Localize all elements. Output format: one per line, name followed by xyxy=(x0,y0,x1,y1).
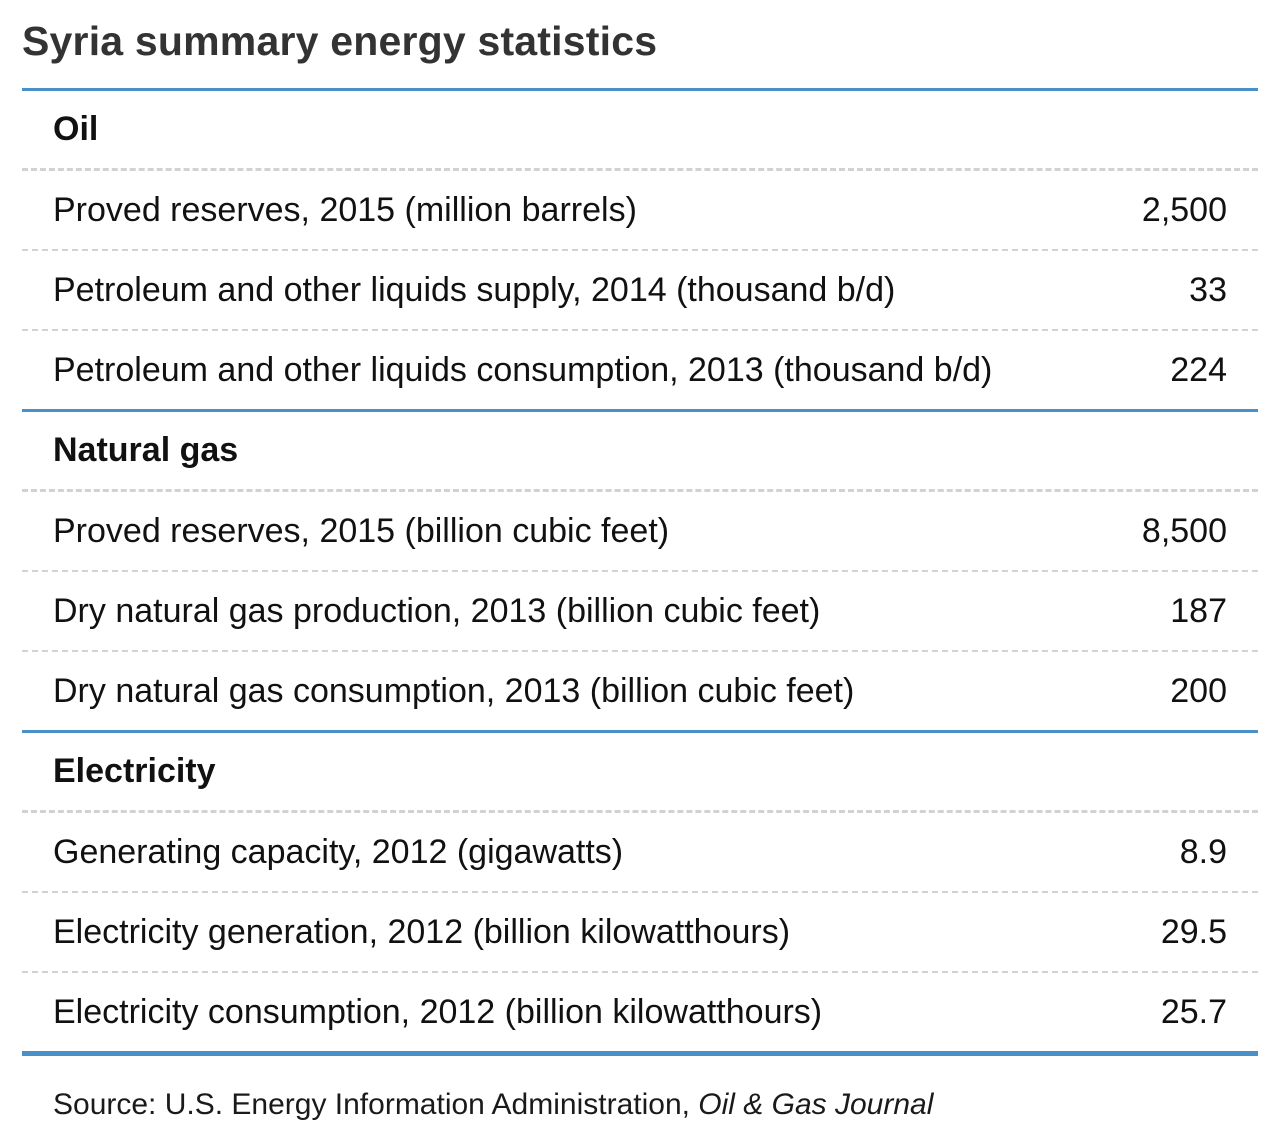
heading-rule xyxy=(22,489,1258,492)
table-row: Electricity generation, 2012 (billion ki… xyxy=(22,893,1258,971)
row-label: Petroleum and other liquids supply, 2014… xyxy=(53,270,896,309)
row-rule xyxy=(22,971,1258,973)
row-value: 33 xyxy=(1189,270,1227,309)
row-label: Electricity consumption, 2012 (billion k… xyxy=(53,992,823,1031)
row-value: 8,500 xyxy=(1141,511,1227,550)
section-divider xyxy=(22,409,1258,412)
energy-statistics-table: Oil Proved reserves, 2015 (million barre… xyxy=(22,88,1258,1056)
row-value: 224 xyxy=(1170,350,1227,389)
row-label: Proved reserves, 2015 (million barrels) xyxy=(53,190,637,229)
row-value: 8.9 xyxy=(1179,832,1227,871)
heading-rule xyxy=(22,168,1258,171)
table-row: Petroleum and other liquids consumption,… xyxy=(22,331,1258,409)
row-rule xyxy=(22,329,1258,331)
row-value: 2,500 xyxy=(1141,190,1227,229)
row-label: Proved reserves, 2015 (billion cubic fee… xyxy=(53,511,670,550)
table-row: Electricity consumption, 2012 (billion k… xyxy=(22,973,1258,1051)
row-label: Electricity generation, 2012 (billion ki… xyxy=(53,912,791,951)
section-divider xyxy=(22,730,1258,733)
source-note: Source: U.S. Energy Information Administ… xyxy=(53,1088,933,1122)
row-label: Generating capacity, 2012 (gigawatts) xyxy=(53,832,624,871)
section-divider xyxy=(22,88,1258,91)
row-value: 29.5 xyxy=(1160,912,1227,951)
section-heading-oil: Oil xyxy=(53,110,99,148)
table-row: Proved reserves, 2015 (million barrels) … xyxy=(22,171,1258,249)
table-row: Petroleum and other liquids supply, 2014… xyxy=(22,251,1258,329)
section-heading-natural-gas: Natural gas xyxy=(53,431,239,469)
section-heading-electricity: Electricity xyxy=(53,752,216,790)
table-row: Dry natural gas consumption, 2013 (billi… xyxy=(22,652,1258,730)
page-title: Syria summary energy statistics xyxy=(22,18,658,64)
row-value: 187 xyxy=(1170,591,1227,630)
row-value: 25.7 xyxy=(1160,992,1227,1031)
row-rule xyxy=(22,891,1258,893)
source-prefix: Source: U.S. Energy Information Administ… xyxy=(53,1088,699,1121)
row-rule xyxy=(22,650,1258,652)
table-row: Dry natural gas production, 2013 (billio… xyxy=(22,572,1258,650)
table-bottom-rule xyxy=(22,1051,1258,1056)
row-label: Dry natural gas consumption, 2013 (billi… xyxy=(53,671,855,710)
source-publication: Oil & Gas Journal xyxy=(698,1088,934,1121)
row-label: Dry natural gas production, 2013 (billio… xyxy=(53,591,821,630)
heading-rule xyxy=(22,810,1258,813)
row-rule xyxy=(22,570,1258,572)
table-row: Proved reserves, 2015 (billion cubic fee… xyxy=(22,492,1258,570)
row-label: Petroleum and other liquids consumption,… xyxy=(53,350,993,389)
row-rule xyxy=(22,249,1258,251)
table-row: Generating capacity, 2012 (gigawatts) 8.… xyxy=(22,813,1258,891)
row-value: 200 xyxy=(1170,671,1227,710)
